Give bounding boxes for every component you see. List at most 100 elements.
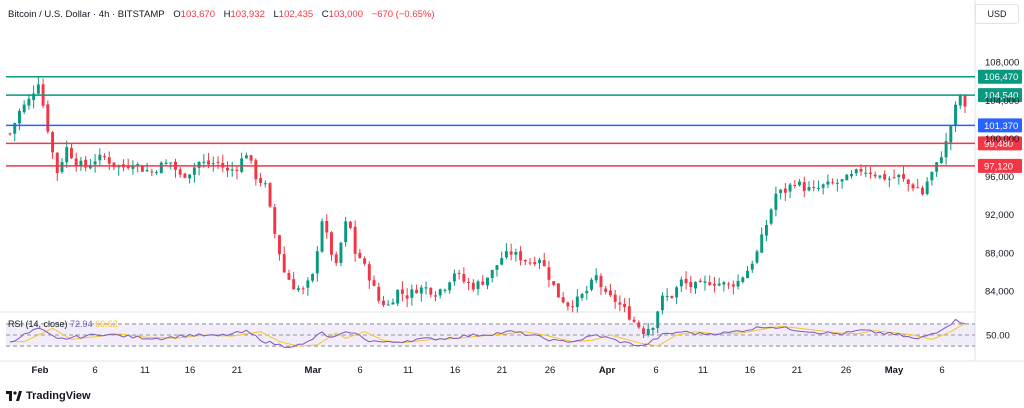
candle-body (136, 164, 140, 166)
y-tick-label: 88,000 (985, 248, 1014, 259)
candle-body (192, 167, 196, 175)
candle-body (679, 279, 683, 287)
candle-body (930, 171, 934, 181)
price-axis[interactable]: 84,00088,00092,00096,000100,000104,00010… (985, 58, 1019, 298)
candle-body (840, 179, 844, 182)
candle-body (434, 295, 437, 297)
candle-body (74, 158, 78, 167)
x-tick-label: 11 (140, 365, 150, 376)
candle-body (575, 296, 579, 307)
open-label: O (173, 9, 181, 20)
candle-body (925, 181, 929, 194)
candle-body (845, 174, 849, 181)
candle-body (372, 280, 376, 286)
candle-body (377, 286, 381, 301)
candle-body (580, 293, 584, 299)
candle-body (826, 181, 830, 185)
level-price-label: 106,470 (984, 72, 1018, 83)
candle-body (301, 288, 305, 290)
candle-body (235, 169, 239, 171)
candle-body (471, 282, 475, 290)
candle-body (835, 182, 839, 184)
level-price-tag (978, 118, 1022, 133)
candle-body (344, 221, 348, 243)
candle-body (528, 262, 532, 264)
change-value: −670 (−0.65%) (371, 9, 435, 20)
candle-body (169, 162, 173, 164)
candle-body (760, 234, 764, 253)
candle-body (79, 160, 83, 167)
candle-body (708, 282, 712, 285)
y-tick-label: 108,000 (985, 58, 1019, 69)
y-tick-label: 96,000 (985, 172, 1014, 183)
candle-body (88, 165, 92, 169)
level-price-tag (978, 136, 1022, 151)
candle-body (367, 264, 371, 281)
candle-body (438, 289, 442, 296)
candle-body (878, 175, 882, 178)
candle-body (660, 295, 664, 311)
x-tick-label: 26 (545, 365, 556, 376)
candle-body (358, 252, 362, 258)
low-label: L (273, 9, 279, 20)
rsi-legend[interactable]: RSI (14, close) 72.94 69.62 (8, 319, 118, 329)
candle-body (391, 302, 395, 305)
candle-body (396, 289, 400, 304)
candle-body (651, 327, 655, 330)
candle-body (883, 174, 887, 180)
candle-body (382, 300, 385, 306)
candle-body (481, 281, 485, 285)
candle-body (183, 173, 187, 178)
candle-body (500, 258, 504, 265)
level-price-label: 97,120 (984, 161, 1013, 172)
candle-body (69, 147, 73, 159)
candle-body (334, 254, 338, 264)
candle-body (859, 168, 863, 172)
y-tick-label: 92,000 (985, 210, 1014, 221)
candle-body (202, 161, 206, 163)
candle-body (84, 159, 88, 168)
candle-body (571, 306, 575, 308)
currency-button[interactable]: USD (975, 4, 1019, 24)
candle-body (694, 282, 697, 289)
tradingview-footer[interactable]: TradingView (6, 390, 91, 402)
close-value: 103,000 (328, 9, 363, 20)
candle-body (533, 261, 537, 265)
candle-body (443, 289, 447, 291)
candle-body (32, 93, 36, 101)
candle-body (159, 162, 163, 174)
candle-body (779, 189, 783, 194)
x-tick-label: May (885, 365, 904, 376)
candle-body (226, 167, 229, 171)
candle-body (211, 163, 215, 165)
candle-body (712, 283, 716, 286)
candle-body (703, 281, 707, 283)
candle-body (244, 155, 248, 159)
x-tick-label: 21 (232, 365, 243, 376)
candle-body (140, 165, 144, 172)
candle-body (419, 287, 423, 294)
candle-body (547, 267, 551, 280)
candle-body (665, 295, 669, 297)
candle-body (254, 160, 258, 180)
symbol-title[interactable]: Bitcoin / U.S. Dollar · 4h · BITSTAMP (8, 9, 165, 20)
candle-body (462, 273, 466, 282)
candle-body (287, 273, 291, 280)
candle-body (807, 187, 811, 191)
x-tick-label: Apr (599, 365, 616, 376)
candle-body (315, 251, 319, 274)
candle-body (698, 280, 702, 283)
candle-body (821, 184, 825, 188)
time-axis[interactable]: Feb 6 11 16 21 Mar 6 11 16 21 26 Apr 6 11 16 21 26 May 6 (0, 360, 1024, 376)
candle-body (46, 104, 50, 132)
level-price-tag (978, 158, 1022, 173)
candle-body (954, 104, 958, 126)
rsi-tick-label: 50.00 (986, 331, 1010, 342)
candle-body (746, 270, 749, 279)
candle-body (623, 303, 627, 308)
candle-body (566, 302, 570, 307)
candle-body (608, 290, 612, 296)
candle-body (802, 182, 806, 192)
